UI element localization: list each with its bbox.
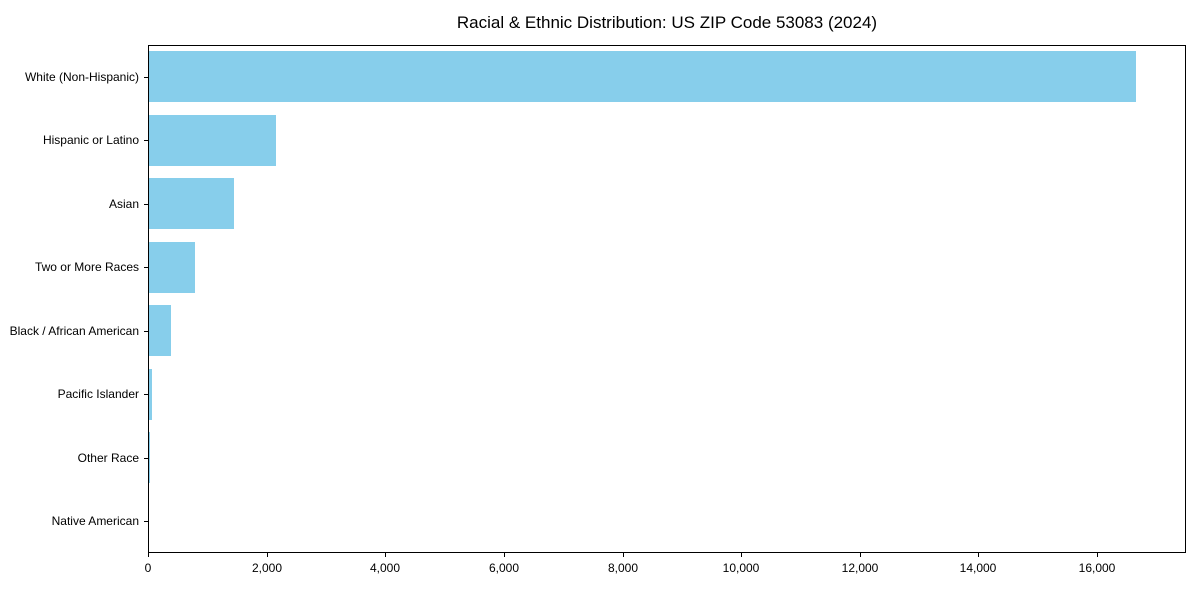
bar-two-or-more-races [149,241,196,293]
x-tick-16000 [1097,553,1098,557]
x-tick-0 [148,553,149,557]
y-tick-asian [144,204,148,205]
x-label-6000: 6,000 [488,561,520,575]
y-label-hispanic-or-latino: Hispanic or Latino [42,133,139,147]
x-tick-12000 [860,553,861,557]
x-label-4000: 4,000 [369,561,401,575]
x-label-12000: 12,000 [841,561,879,575]
y-label-native-american: Native American [51,514,139,528]
chart-title: Racial & Ethnic Distribution: US ZIP Cod… [456,13,878,32]
y-tick-native-american [144,521,148,522]
x-label-2000: 2,000 [251,561,283,575]
y-label-asian: Asian [108,197,139,211]
y-label-other-race: Other Race [77,451,139,465]
y-tick-pacific-islander [144,394,148,395]
y-label-white-non-hispanic: White (Non-Hispanic) [24,70,139,84]
bar-hispanic-or-latino [149,114,277,166]
y-tick-other-race [144,458,148,459]
y-tick-two-or-more-races [144,267,148,268]
bar-asian [149,178,234,230]
y-tick-white-non-hispanic [144,77,148,78]
x-label-16000: 16,000 [1078,561,1116,575]
x-label-10000: 10,000 [722,561,760,575]
x-tick-8000 [623,553,624,557]
x-label-0: 0 [144,561,152,575]
bar-pacific-islander [149,368,152,420]
y-tick-hispanic-or-latino [144,140,148,141]
plot-area [148,45,1186,553]
y-label-black-african-american: Black / African American [9,324,139,338]
y-label-pacific-islander: Pacific Islander [57,387,139,401]
y-label-two-or-more-races: Two or More Races [34,260,139,274]
bar-white-non-hispanic [149,51,1137,103]
bar-black-african-american [149,305,172,357]
x-tick-14000 [978,553,979,557]
x-tick-2000 [267,553,268,557]
x-label-14000: 14,000 [959,561,997,575]
x-tick-10000 [741,553,742,557]
x-tick-4000 [385,553,386,557]
x-label-8000: 8,000 [607,561,639,575]
x-tick-6000 [504,553,505,557]
y-tick-black-african-american [144,331,148,332]
